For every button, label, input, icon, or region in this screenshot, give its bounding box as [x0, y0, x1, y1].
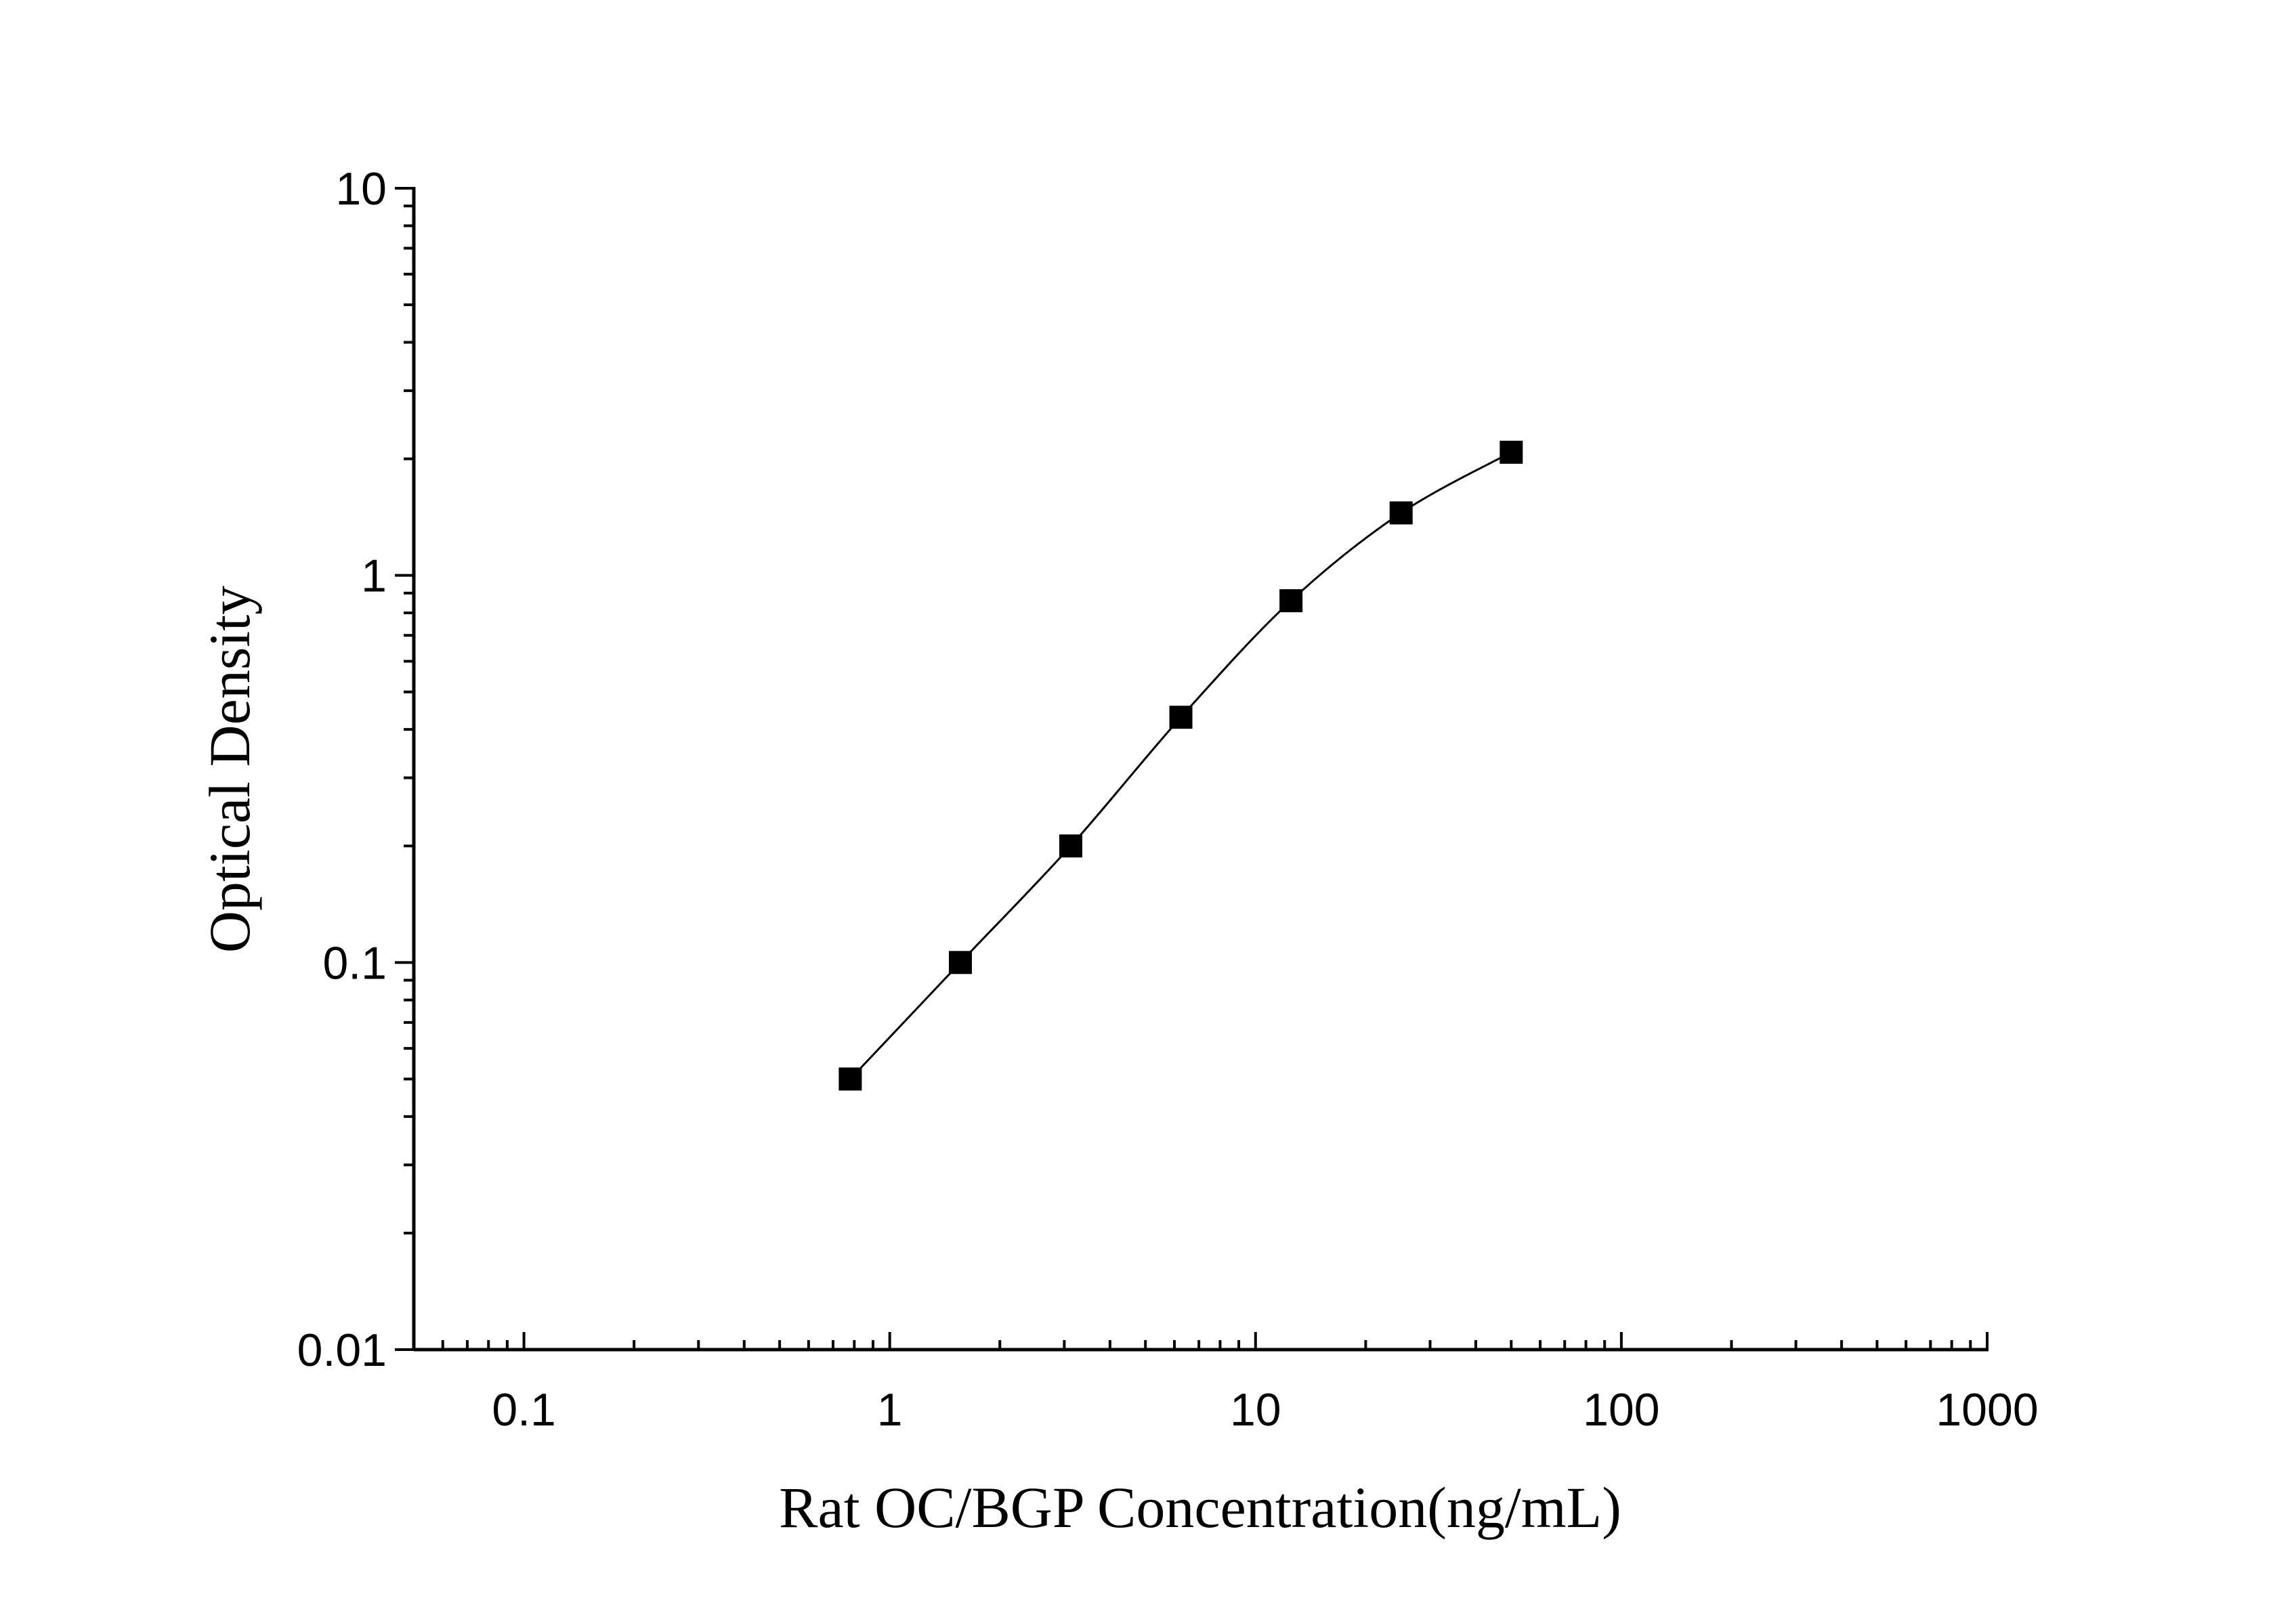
x-axis-title: Rat OC/BGP Concentration(ng/mL) — [779, 1475, 1621, 1540]
y-tick-label: 10 — [335, 163, 387, 215]
y-tick-label: 0.1 — [322, 937, 387, 989]
x-tick-label: 1 — [877, 1384, 903, 1436]
data-point — [948, 951, 972, 974]
data-point — [838, 1067, 862, 1091]
fit-curve — [849, 451, 1512, 1080]
data-point — [1500, 440, 1523, 464]
plot-area — [838, 440, 1523, 1091]
data-point — [1169, 706, 1193, 729]
y-tick-label: 0.01 — [297, 1325, 387, 1376]
x-tick-label: 10 — [1230, 1384, 1281, 1436]
x-tick-label: 0.1 — [492, 1384, 556, 1436]
data-point — [1279, 589, 1303, 613]
data-point — [1059, 834, 1082, 858]
y-axis-title: Optical Density — [197, 586, 262, 953]
y-tick-label: 1 — [361, 551, 387, 602]
axes — [395, 187, 1989, 1352]
data-point — [1389, 501, 1413, 525]
x-tick-label: 1000 — [1936, 1384, 2038, 1436]
tick-labels: 0.1 1 10 100 1000 0.01 0.1 1 10 — [297, 163, 2039, 1436]
x-tick-label: 100 — [1583, 1384, 1659, 1436]
